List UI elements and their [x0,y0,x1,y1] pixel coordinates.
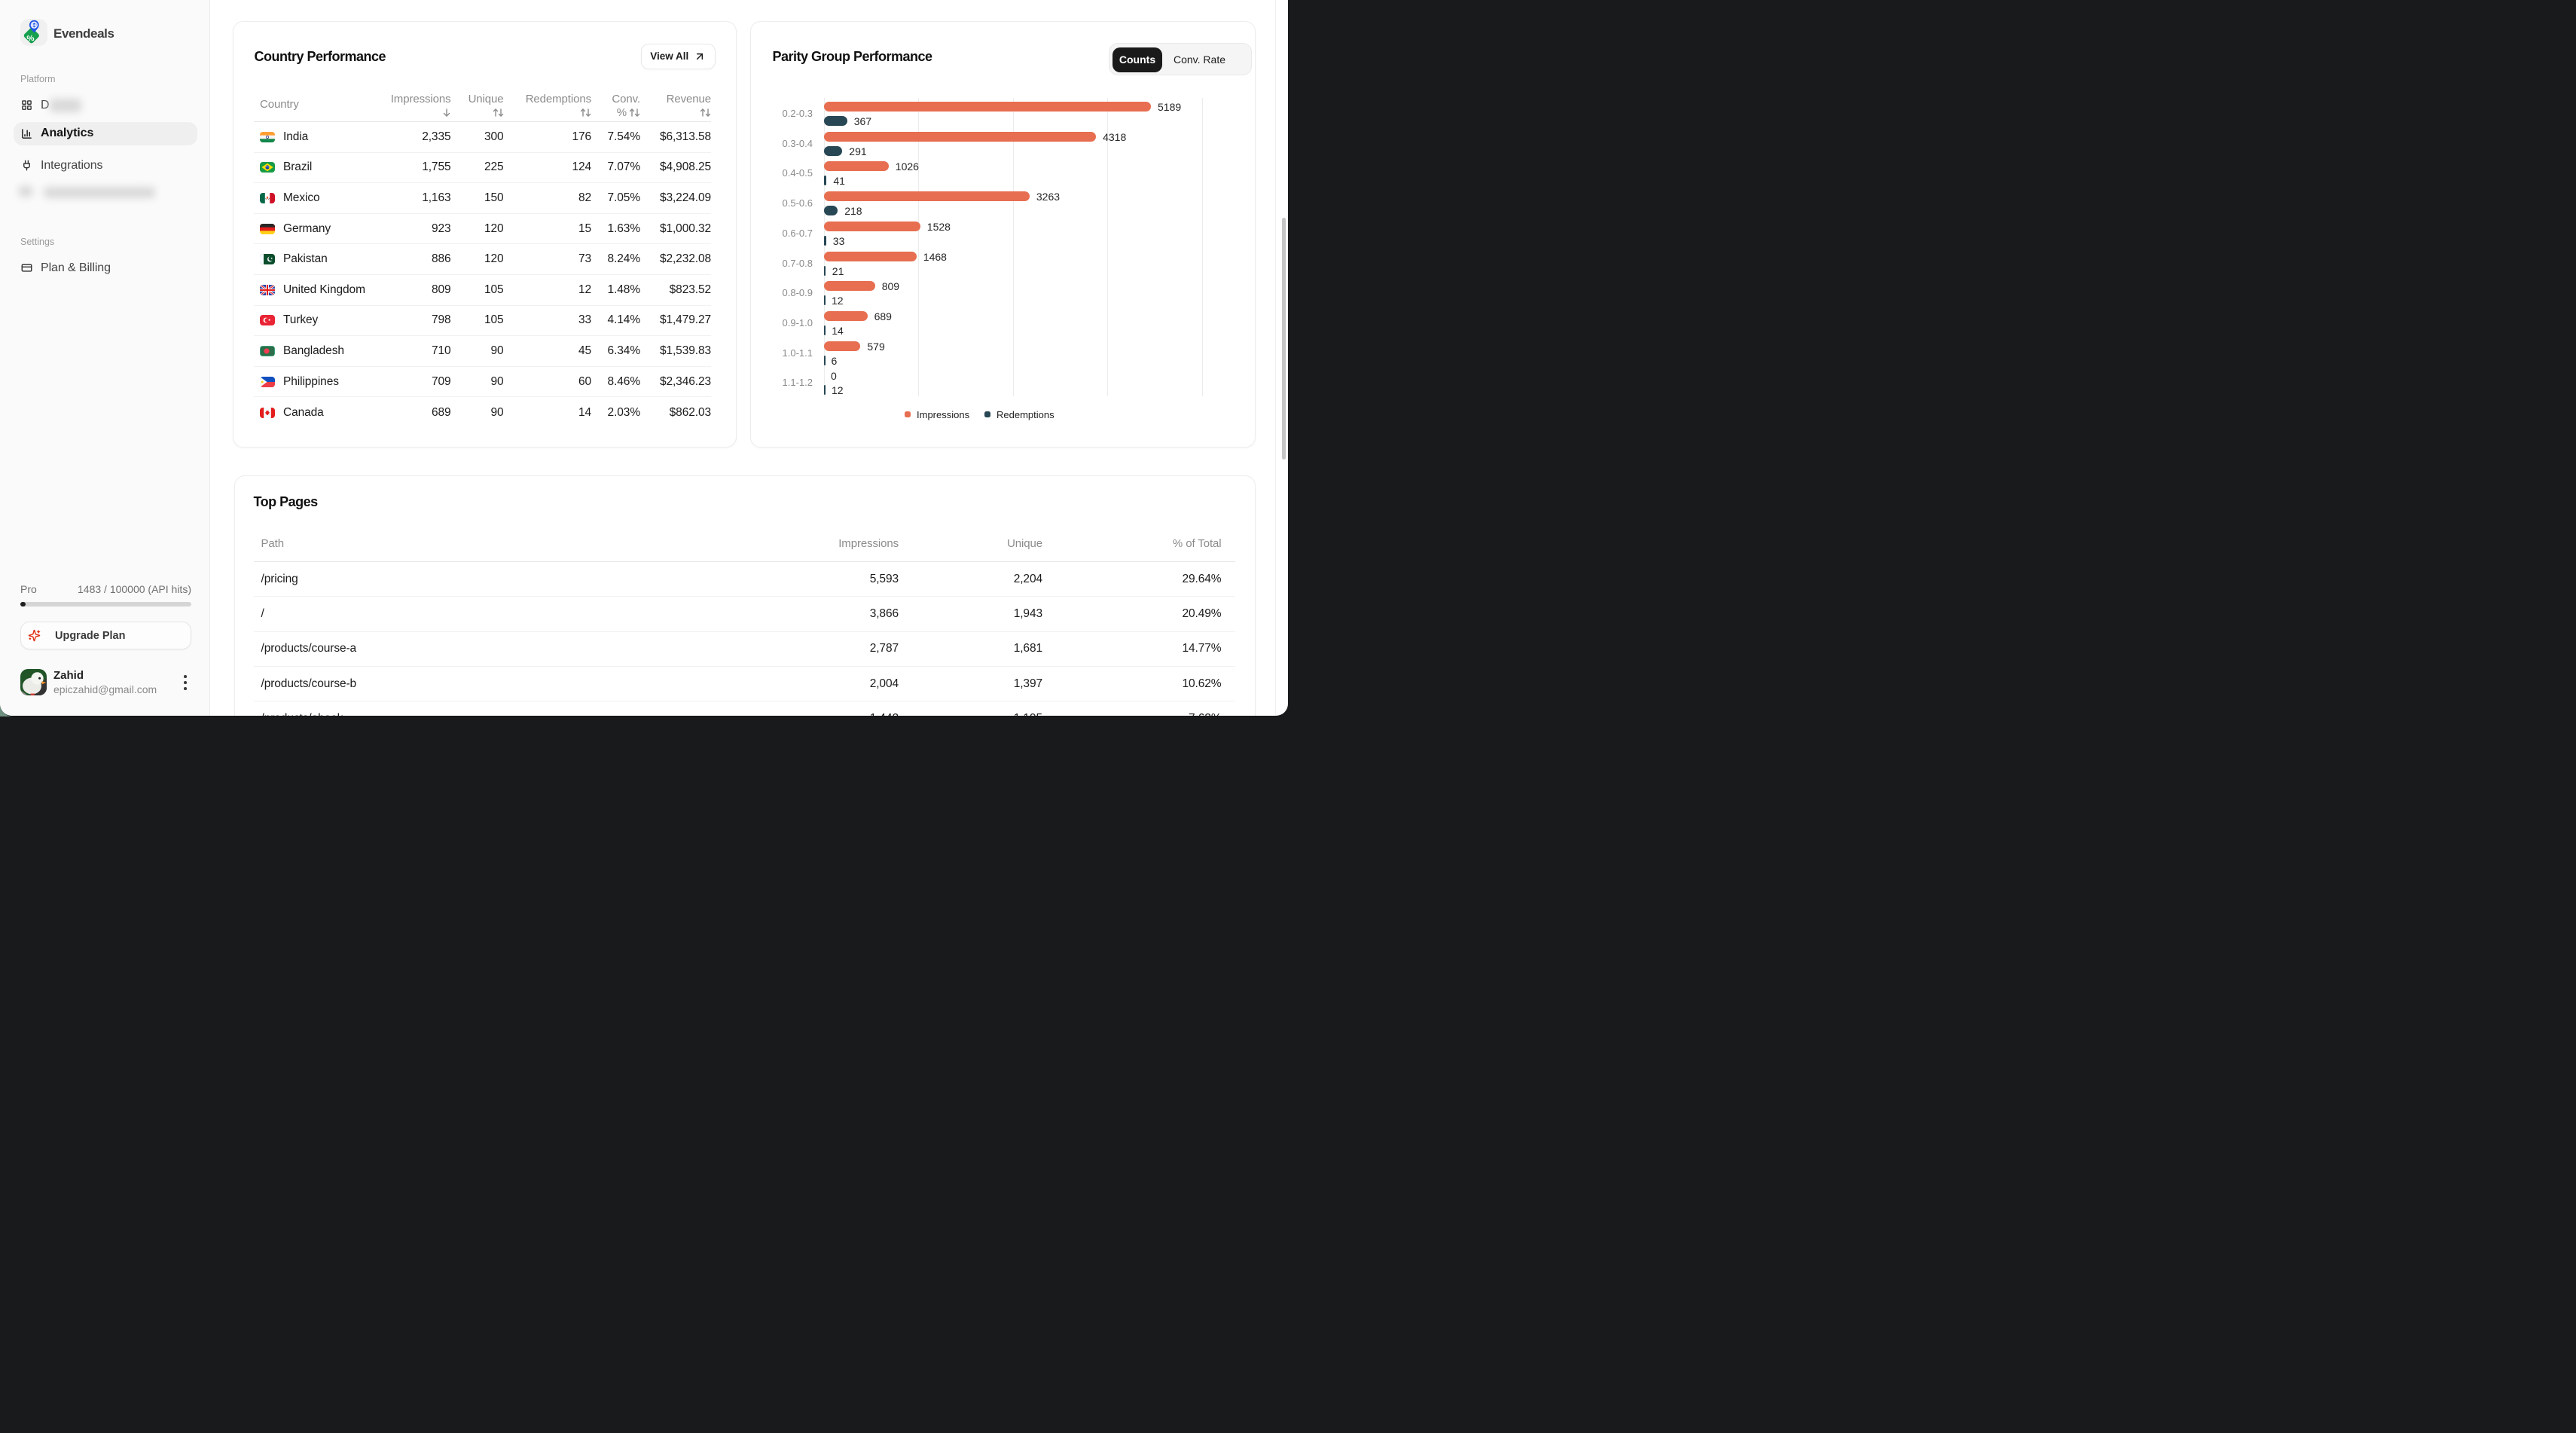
svg-text:%: % [26,34,35,44]
